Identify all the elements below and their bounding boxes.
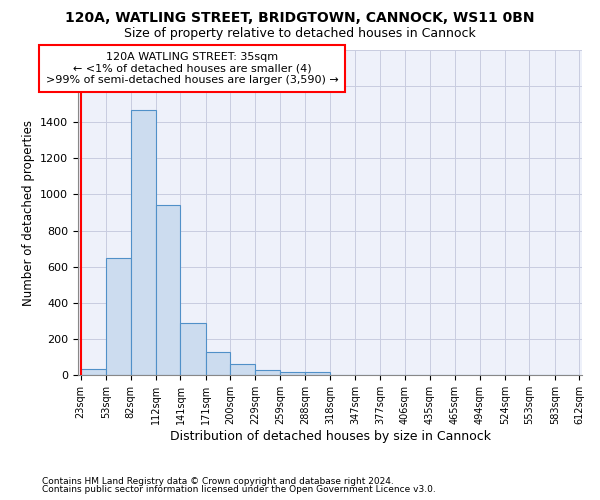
Bar bbox=[156, 206, 181, 375]
Text: Contains HM Land Registry data © Crown copyright and database right 2024.: Contains HM Land Registry data © Crown c… bbox=[42, 477, 394, 486]
Bar bbox=[305, 372, 331, 375]
Bar bbox=[206, 352, 230, 375]
X-axis label: Distribution of detached houses by size in Cannock: Distribution of detached houses by size … bbox=[170, 430, 491, 442]
Bar bbox=[230, 364, 255, 375]
Text: Contains public sector information licensed under the Open Government Licence v3: Contains public sector information licen… bbox=[42, 485, 436, 494]
Bar bbox=[280, 372, 305, 375]
Y-axis label: Number of detached properties: Number of detached properties bbox=[22, 120, 35, 306]
Text: Size of property relative to detached houses in Cannock: Size of property relative to detached ho… bbox=[124, 28, 476, 40]
Bar bbox=[106, 258, 131, 375]
Bar bbox=[255, 370, 280, 375]
Bar bbox=[131, 110, 156, 375]
Bar bbox=[80, 368, 106, 375]
Text: 120A WATLING STREET: 35sqm
← <1% of detached houses are smaller (4)
>99% of semi: 120A WATLING STREET: 35sqm ← <1% of deta… bbox=[46, 52, 339, 85]
Text: 120A, WATLING STREET, BRIDGTOWN, CANNOCK, WS11 0BN: 120A, WATLING STREET, BRIDGTOWN, CANNOCK… bbox=[65, 11, 535, 25]
Bar bbox=[181, 322, 206, 375]
